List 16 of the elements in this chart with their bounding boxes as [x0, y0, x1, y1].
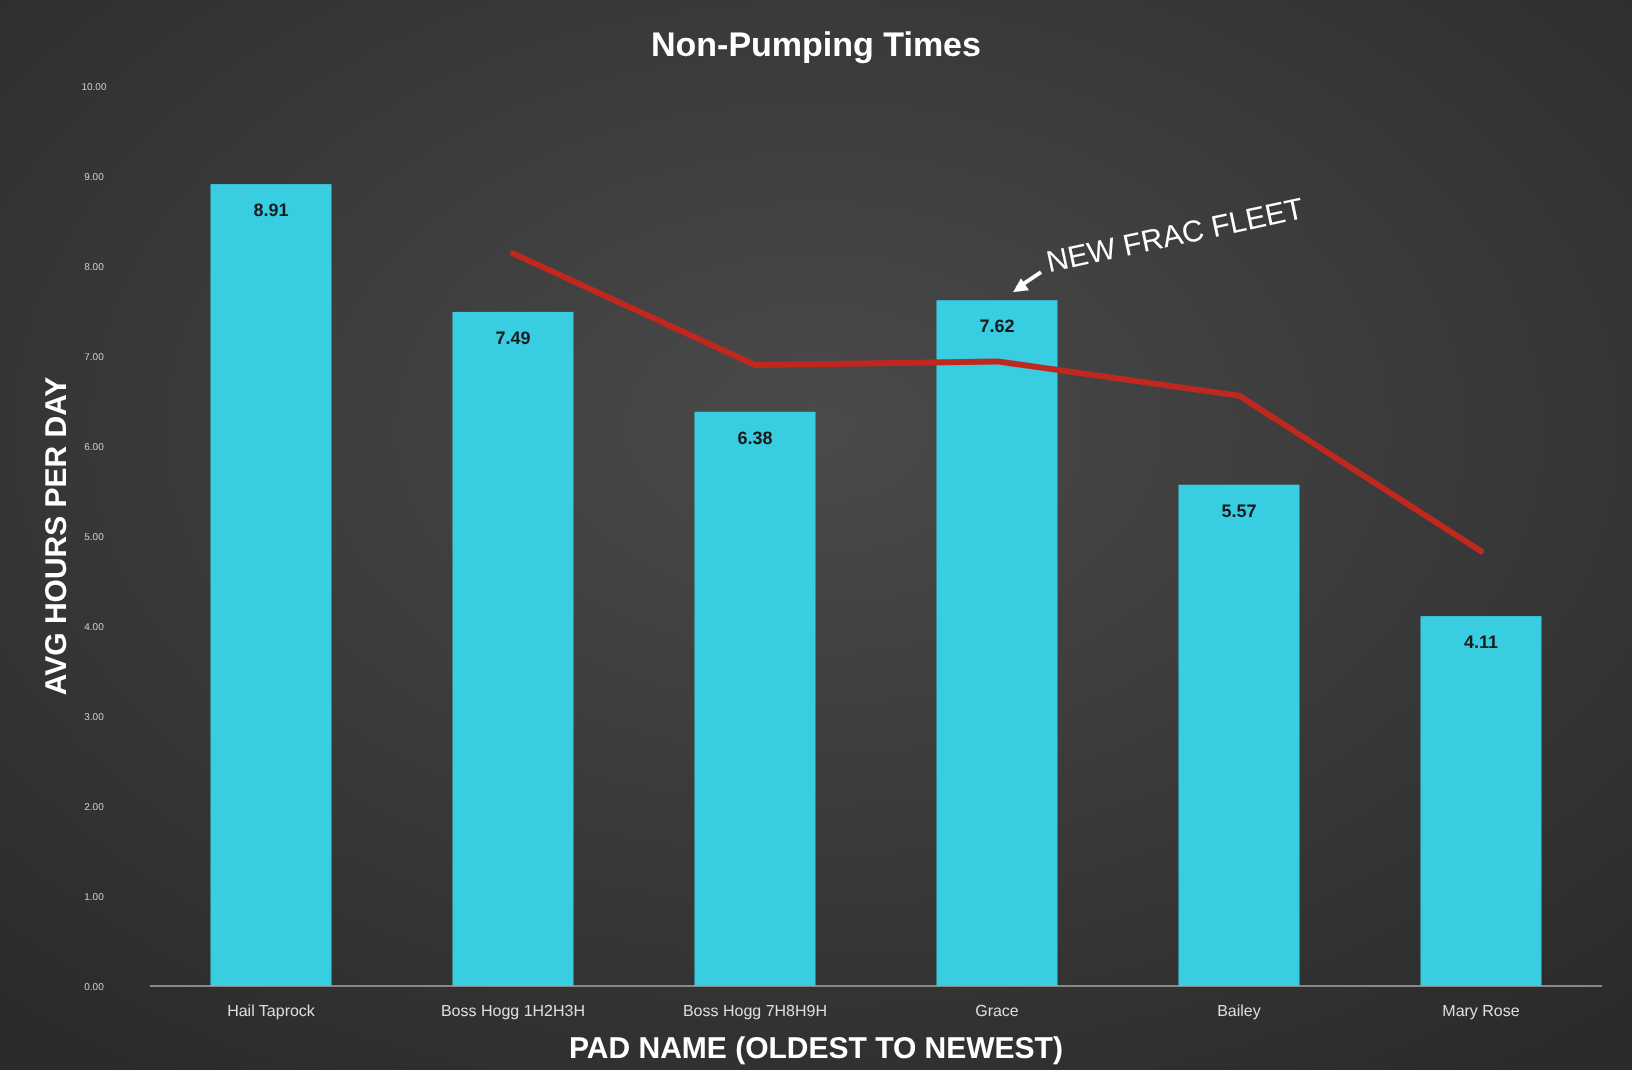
x-tick-label: Grace [975, 1002, 1020, 1020]
data-label: 6.38 [737, 427, 773, 448]
annotation: NEW FRAC FLEET [1043, 192, 1307, 281]
x-axis-title: PAD NAME (OLDEST TO NEWEST) [569, 1032, 1063, 1066]
y-axis-title: AVG HOURS PER DAY [40, 376, 74, 696]
data-label: 7.62 [979, 316, 1015, 337]
x-tick-label: Mary Rose [1442, 1002, 1521, 1020]
data-label: 4.11 [1463, 632, 1499, 653]
x-tick-label: Bailey [1217, 1002, 1261, 1020]
chart-title: Non-Pumping Times [651, 26, 981, 64]
x-tick-label: Hail Taprock [227, 1002, 317, 1020]
x-tick-label: Boss Hogg 7H8H9H [682, 1002, 828, 1020]
data-label: 8.91 [253, 200, 289, 221]
data-label: 5.57 [1221, 500, 1257, 521]
data-label: 7.49 [495, 327, 531, 348]
x-tick-label: Boss Hogg 1H2H3H [440, 1002, 586, 1020]
